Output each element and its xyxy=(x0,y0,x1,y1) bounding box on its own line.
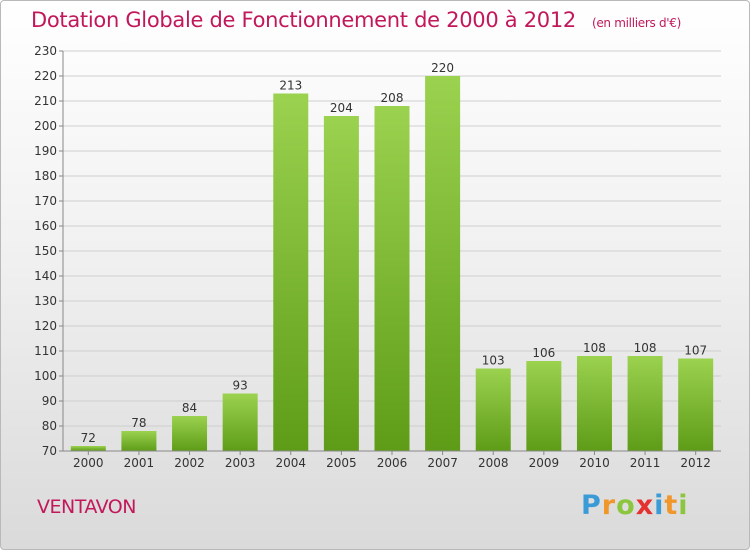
data-label-2010: 108 xyxy=(583,341,606,355)
data-label-2003: 93 xyxy=(233,379,248,393)
x-tick-label-2003: 2003 xyxy=(225,456,256,470)
bar-2001 xyxy=(121,431,157,451)
x-tick-label-2004: 2004 xyxy=(275,456,306,470)
y-tick-label: 170 xyxy=(34,194,57,208)
x-tick-label-2000: 2000 xyxy=(73,456,104,470)
data-label-2009: 106 xyxy=(532,346,555,360)
data-label-2000: 72 xyxy=(81,431,96,445)
x-tick-label-2006: 2006 xyxy=(377,456,408,470)
x-tick-label-2001: 2001 xyxy=(124,456,155,470)
logo-letter: o xyxy=(616,490,636,521)
logo-letter: t xyxy=(664,490,679,521)
data-label-2002: 84 xyxy=(182,401,197,415)
unit-note: (en milliers d'€) xyxy=(591,16,681,30)
y-tick-label: 150 xyxy=(34,244,57,258)
x-tick-label-2008: 2008 xyxy=(478,456,509,470)
y-tick-label: 100 xyxy=(34,369,57,383)
logo-letter: i xyxy=(654,490,665,521)
y-tick-label: 120 xyxy=(34,319,57,333)
x-tick-label-2010: 2010 xyxy=(579,456,610,470)
y-tick-label: 80 xyxy=(42,419,57,433)
logo-letter: i xyxy=(678,490,689,521)
data-label-2011: 108 xyxy=(634,341,657,355)
y-tick-label: 200 xyxy=(34,119,57,133)
logo-letter: r xyxy=(601,490,617,521)
data-label-2006: 208 xyxy=(381,91,404,105)
x-axis: 2000 2001 2002 2003 2004 2005 2006 2007 2008 2009… xyxy=(63,450,721,470)
y-tick-label: 160 xyxy=(34,219,57,233)
y-tick-label: 230 xyxy=(34,44,57,58)
y-tick-label: 220 xyxy=(34,69,57,83)
data-label-2007: 220 xyxy=(431,61,454,75)
commune-name: VENTAVON xyxy=(37,496,136,518)
y-tick-label: 90 xyxy=(42,394,57,408)
bar-2009 xyxy=(526,361,562,451)
data-label-2004: 213 xyxy=(279,79,302,93)
data-label-2005: 204 xyxy=(330,101,353,115)
bar-2002 xyxy=(172,416,208,451)
x-tick-label-2009: 2009 xyxy=(529,456,560,470)
y-tick-label: 180 xyxy=(34,169,57,183)
data-label-2001: 78 xyxy=(131,416,146,430)
y-tick-label: 130 xyxy=(34,294,57,308)
bar-2003 xyxy=(222,393,258,451)
y-tick-label: 210 xyxy=(34,94,57,108)
x-tick-label-2005: 2005 xyxy=(326,456,357,470)
bar-2006 xyxy=(374,106,410,451)
bar-2010 xyxy=(576,356,612,451)
y-tick-label: 70 xyxy=(42,444,57,458)
bar-2000 xyxy=(70,446,106,451)
x-tick-label-2002: 2002 xyxy=(174,456,205,470)
bar-2004 xyxy=(273,93,309,451)
x-tick-label-2007: 2007 xyxy=(427,456,458,470)
x-tick-label-2011: 2011 xyxy=(630,456,661,470)
y-tick-label: 140 xyxy=(34,269,57,283)
bar-2007 xyxy=(425,76,461,451)
bar-2008 xyxy=(475,368,511,451)
data-label-2008: 103 xyxy=(482,354,505,368)
proxiti-logo: Proxiti xyxy=(581,490,689,521)
logo-letter: P xyxy=(581,490,602,521)
bar-2005 xyxy=(323,116,359,451)
title-text: Dotation Globale de Fonctionnement de 20… xyxy=(31,8,576,32)
data-label-2012: 107 xyxy=(684,344,707,358)
logo-letter: x xyxy=(635,490,655,521)
x-tick-label-2012: 2012 xyxy=(680,456,711,470)
y-axis: 70 80 90 100 110 120 130 140 150 160 170 180 190 200 2… xyxy=(34,44,64,458)
bar-2012 xyxy=(678,358,714,451)
y-tick-label: 110 xyxy=(34,344,57,358)
y-tick-label: 190 xyxy=(34,144,57,158)
bar-2011 xyxy=(627,356,663,451)
bars: 72 78 84 93 213 204 208 220 103 106 108 108 107 xyxy=(70,61,714,451)
chart-title: Dotation Globale de Fonctionnement de 20… xyxy=(31,8,681,32)
